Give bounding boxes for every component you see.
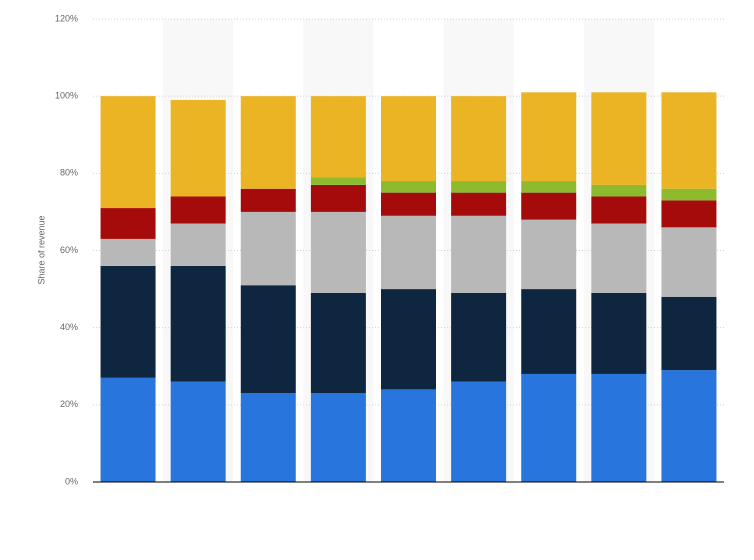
- bar-segment: [521, 219, 577, 290]
- bar-segment: [240, 96, 296, 189]
- bar-segment: [381, 181, 436, 193]
- bar-segment: [310, 96, 366, 178]
- bar-segment: [240, 285, 296, 394]
- bar-segment: [310, 292, 366, 394]
- bar-segment: [310, 211, 366, 293]
- y-tick-label: 0%: [65, 476, 78, 486]
- y-tick-label: 20%: [60, 399, 78, 409]
- y-axis-label: Share of revenue: [36, 215, 46, 284]
- bar-segment: [591, 196, 647, 224]
- bar-segment: [521, 289, 577, 374]
- bar-segment: [381, 215, 436, 290]
- bar-segment: [381, 289, 436, 390]
- bar-segment: [661, 296, 717, 371]
- bar-segment: [591, 292, 647, 374]
- bar-segment: [591, 373, 647, 482]
- y-tick-label: 60%: [60, 245, 78, 255]
- bar-segment: [100, 265, 156, 378]
- bar-segment: [521, 181, 577, 193]
- bar-segment: [661, 188, 717, 201]
- bar-segment: [521, 92, 577, 182]
- y-tick-label: 100%: [55, 91, 78, 101]
- bar-segment: [591, 184, 647, 197]
- bar-segment: [521, 373, 577, 482]
- y-tick-label: 120%: [55, 13, 78, 23]
- bar-segment: [661, 227, 717, 297]
- y-tick-label: 80%: [60, 168, 78, 178]
- bar-segment: [591, 92, 647, 185]
- bar-segment: [661, 370, 717, 482]
- bar-segment: [451, 192, 507, 216]
- bar-segment: [661, 92, 717, 189]
- bar-segment: [381, 192, 436, 216]
- bar-segment: [240, 211, 296, 286]
- bar-segment: [240, 393, 296, 482]
- bar-segment: [170, 265, 226, 382]
- bar-segment: [521, 192, 577, 220]
- bar-segment: [170, 100, 226, 197]
- y-tick-label: 40%: [60, 322, 78, 332]
- bar-segment: [451, 96, 507, 182]
- bar-segment: [451, 381, 507, 482]
- bar-segment: [240, 188, 296, 212]
- bar-segment: [310, 393, 366, 482]
- bar-segment: [170, 381, 226, 482]
- bar-segment: [451, 181, 507, 193]
- bar-segment: [100, 208, 156, 239]
- bar-segment: [381, 96, 436, 182]
- bar-segment: [591, 223, 647, 293]
- bar-segment: [170, 196, 226, 224]
- bar-segment: [381, 389, 436, 482]
- bar-segment: [100, 377, 156, 482]
- bar-segment: [310, 184, 366, 212]
- bar-segment: [451, 215, 507, 293]
- bar-segment: [100, 238, 156, 266]
- bar-segment: [451, 292, 507, 382]
- bar-segment: [310, 177, 366, 185]
- bar-segment: [661, 200, 717, 228]
- bar-segment: [170, 223, 226, 266]
- bar-segment: [100, 96, 156, 209]
